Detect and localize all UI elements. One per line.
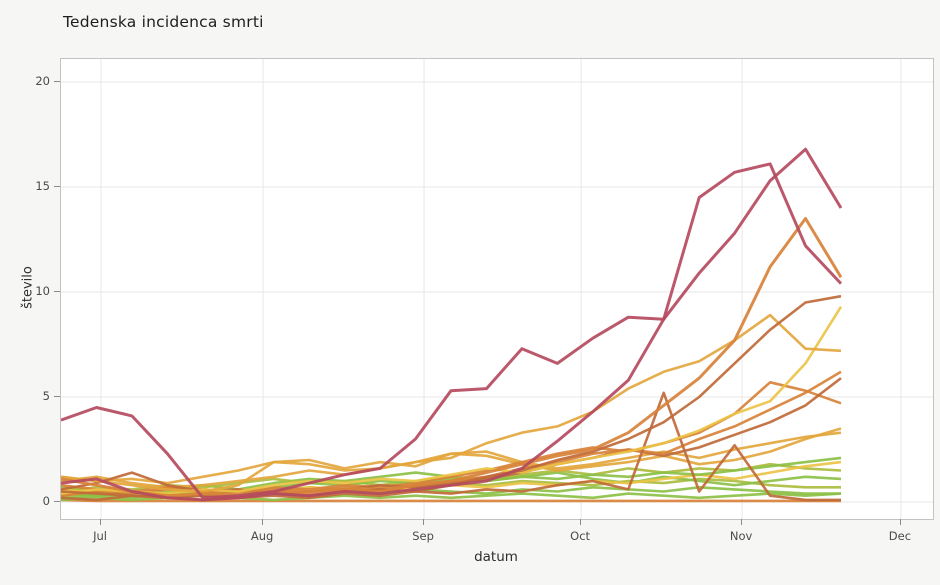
line-series-12 [61,377,842,495]
x-tick-mark [100,519,102,525]
x-tick-mark [423,519,425,525]
x-tick-label: Sep [412,529,434,543]
x-tick-mark [580,519,582,525]
gridlines [61,59,933,519]
line-series-16 [61,313,842,493]
y-tick-mark [54,501,60,502]
x-tick-label: Jul [93,529,107,543]
x-tick-label: Dec [888,529,912,543]
x-axis-label: datum [474,549,518,565]
line-series-01 [61,498,841,503]
x-tick-label: Oct [570,529,591,543]
x-tick-mark [899,519,901,525]
series-lines [61,147,843,503]
y-tick-label: 0 [42,494,50,508]
line-chart-svg [61,59,933,519]
x-tick-mark [262,519,264,525]
y-tick-mark [54,291,60,292]
chart-title: Tedenska incidenca smrti [63,13,264,31]
y-axis-label-wrap: število [0,228,88,348]
y-tick-mark [54,186,60,187]
x-tick-label: Nov [729,529,753,543]
plot-area [60,58,934,520]
y-tick-label: 5 [42,389,50,403]
x-tick-label: Aug [250,529,274,543]
y-axis-label: število [20,266,36,309]
y-tick-mark [54,81,60,82]
y-tick-label: 10 [35,284,50,298]
y-tick-mark [54,396,60,397]
line-series-10 [61,427,842,485]
y-tick-label: 15 [35,179,50,193]
line-series-20 [61,162,843,500]
y-tick-label: 20 [35,74,50,88]
x-tick-mark [741,519,743,525]
line-series-19 [61,147,843,502]
line-series-18 [61,217,843,498]
